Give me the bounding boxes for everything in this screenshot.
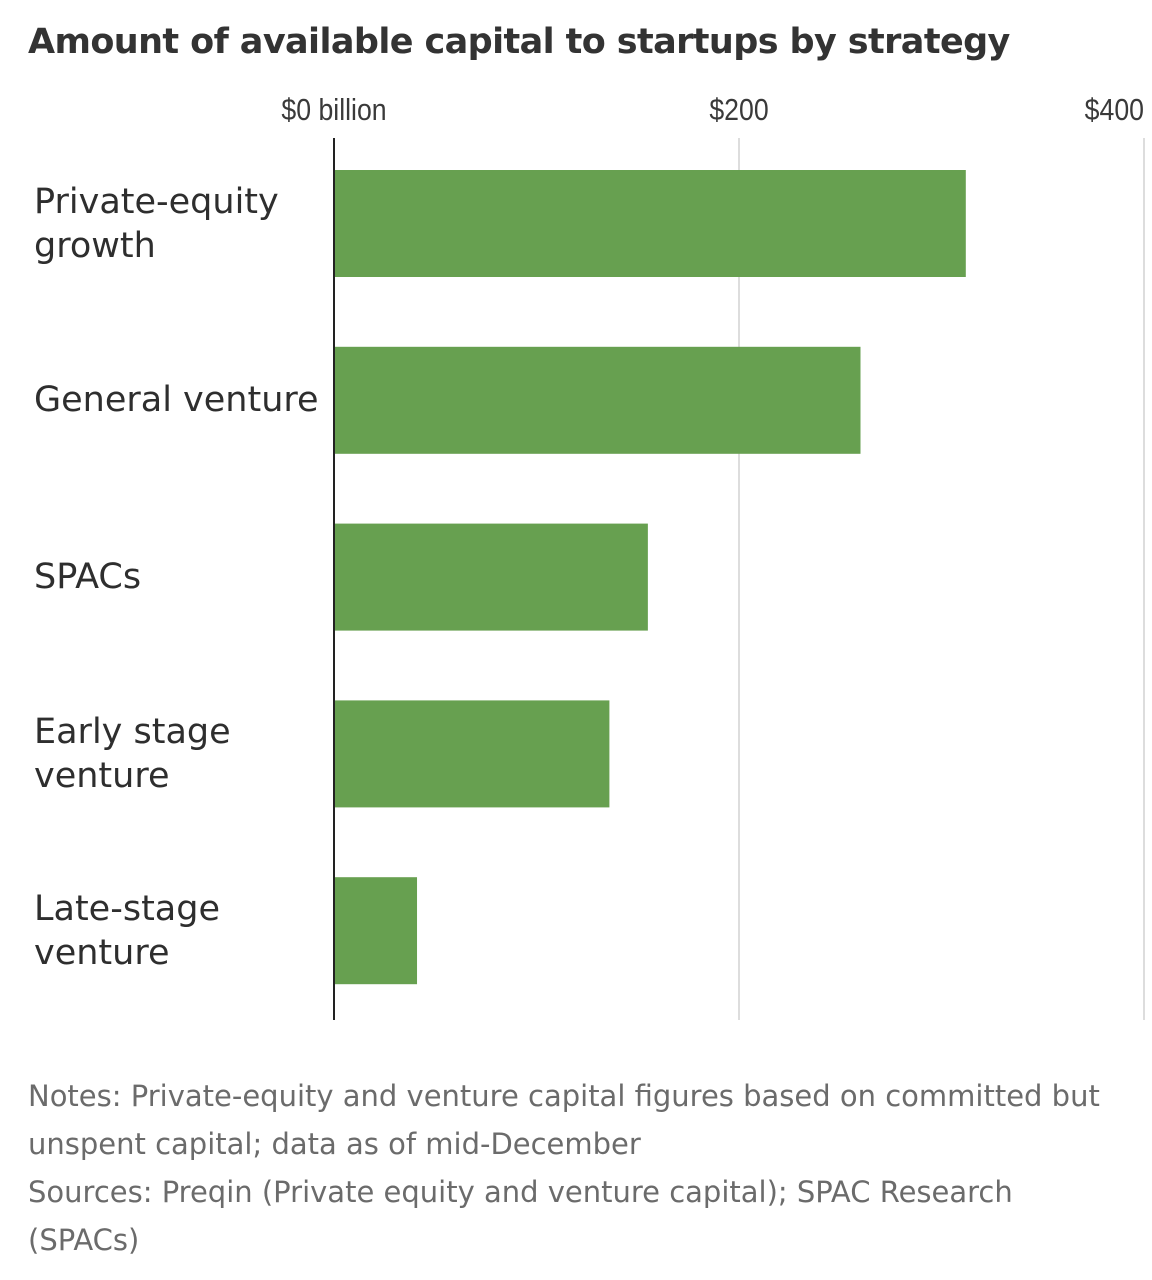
bar-late-stage-venture	[334, 877, 418, 985]
chart-title: Amount of available capital to startups …	[28, 22, 1010, 62]
category-label: General venture	[34, 378, 334, 422]
category-label-line: General venture	[34, 380, 319, 421]
bar-early-stage-venture	[334, 700, 610, 808]
x-tick-label-400: $400	[1084, 92, 1144, 127]
bar-chart	[333, 138, 1145, 1020]
category-label: Early stage venture	[34, 710, 334, 798]
bar-private-equity-growth	[334, 170, 966, 277]
category-label-line: venture	[34, 932, 170, 973]
category-label-line: SPACs	[34, 557, 142, 598]
x-tick-label-200: $200	[709, 92, 769, 127]
category-label-line: Private-equity	[34, 181, 279, 222]
category-label: SPACs	[34, 555, 334, 599]
chart-footnotes: Notes: Private-equity and venture capita…	[28, 1072, 1128, 1264]
category-label: Late-stage venture	[34, 887, 334, 975]
sources-text: Sources: Preqin (Private equity and vent…	[28, 1175, 1013, 1257]
bar-general-venture	[334, 346, 861, 454]
category-label: Private-equity growth	[34, 180, 334, 268]
category-label-line: venture	[34, 755, 170, 796]
category-label-line: Late-stage	[34, 888, 220, 929]
category-label-line: Early stage	[34, 711, 231, 752]
x-tick-label-0: $0 billion	[281, 92, 387, 127]
notes-text: Notes: Private-equity and venture capita…	[28, 1079, 1100, 1161]
bar-spacs	[334, 523, 648, 631]
category-label-line: growth	[34, 225, 156, 266]
